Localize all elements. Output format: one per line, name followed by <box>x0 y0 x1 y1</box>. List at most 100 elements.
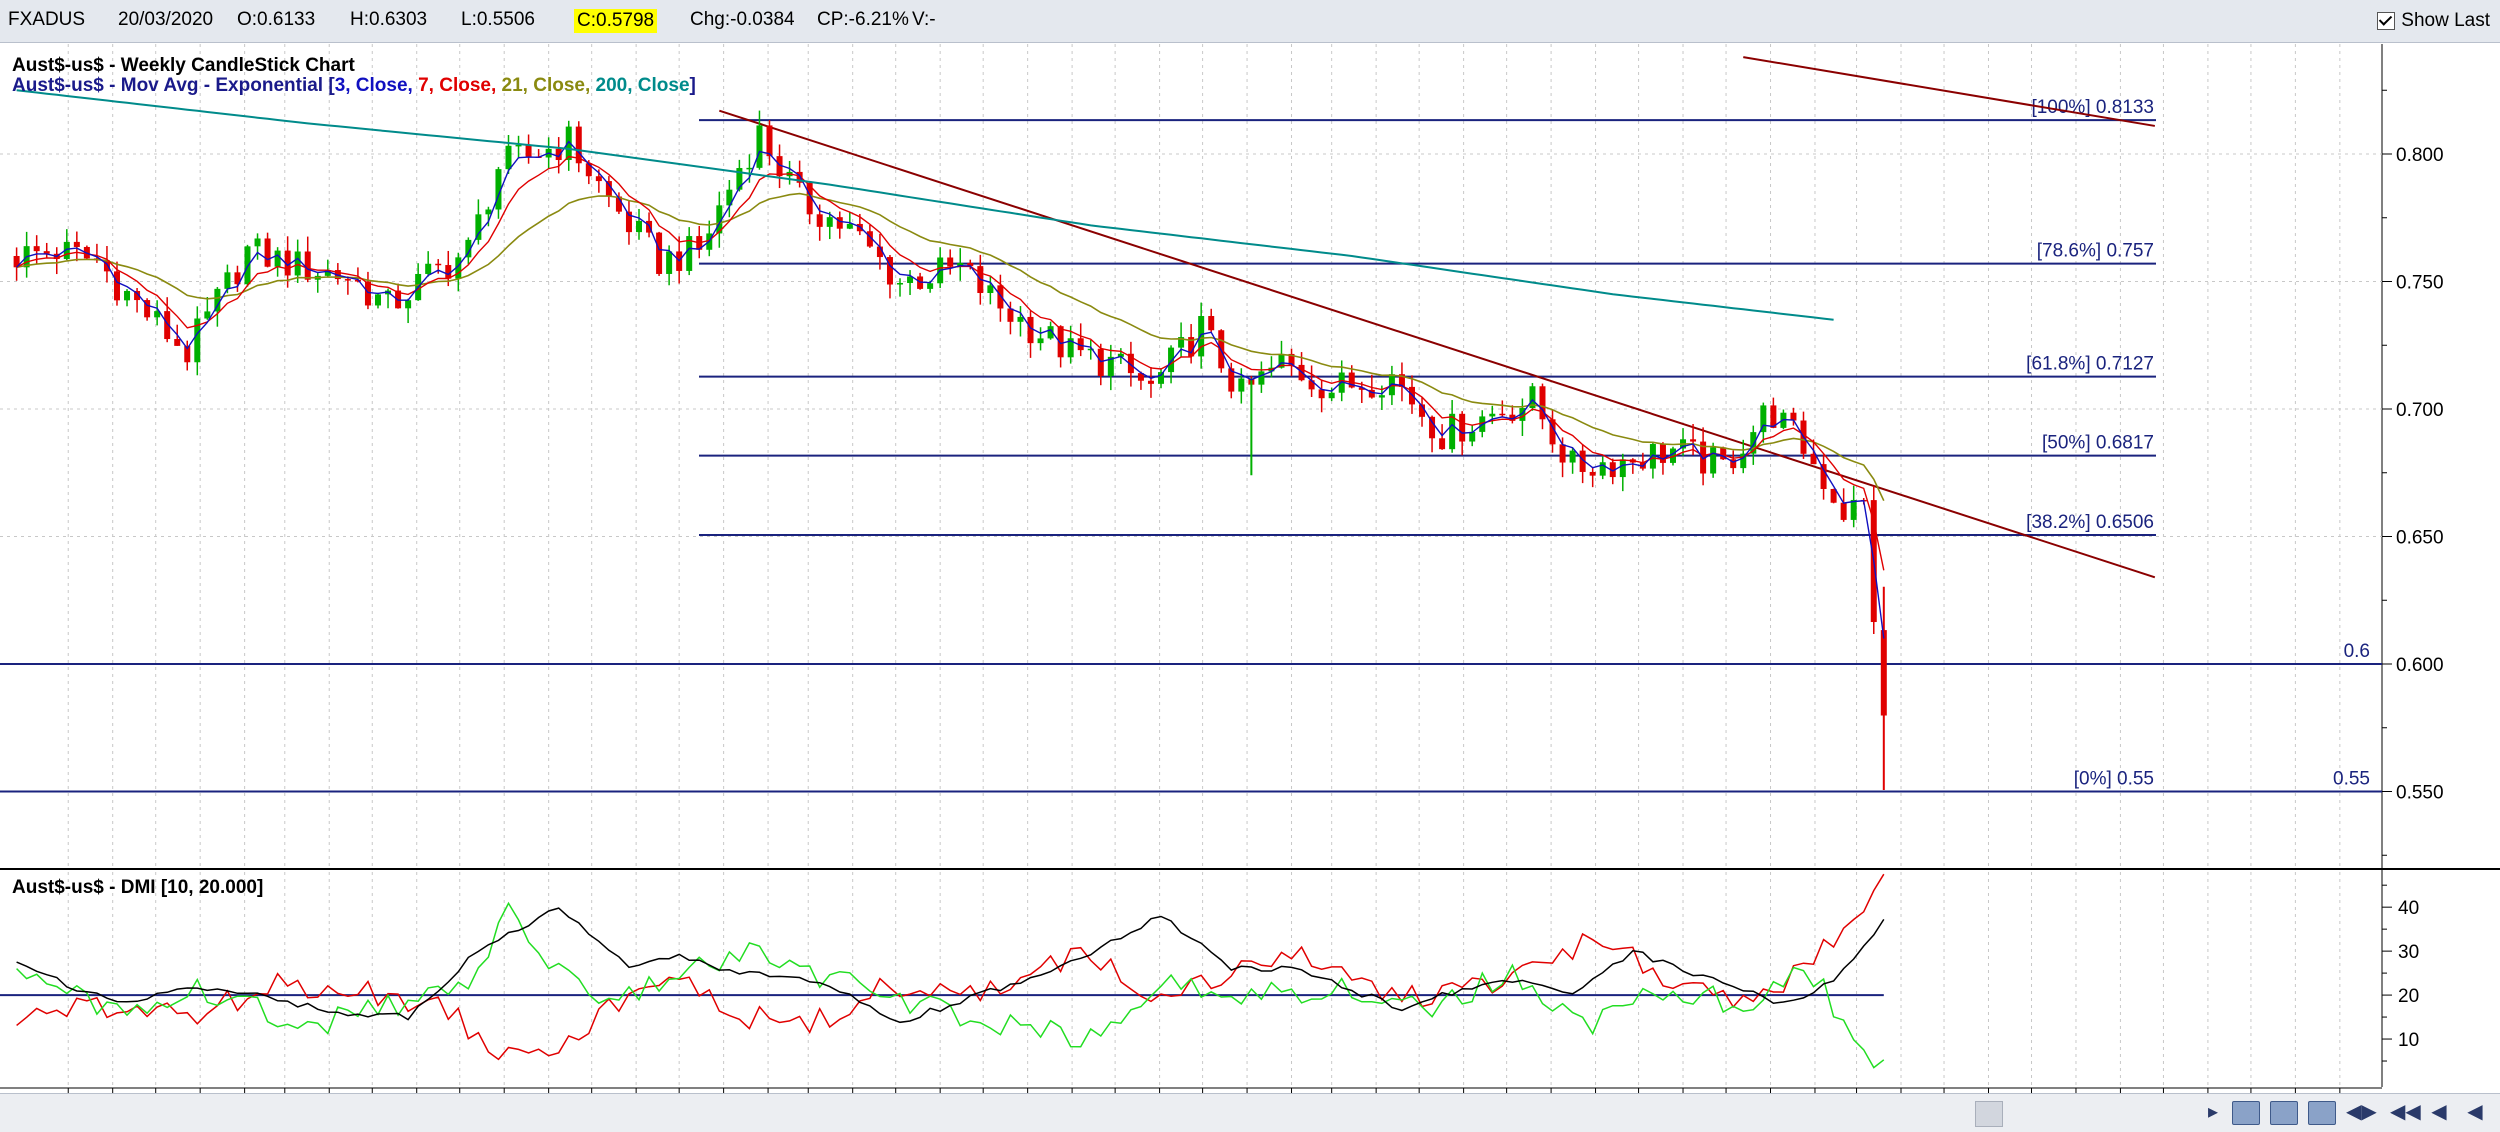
show-last-label: Show Last <box>2401 10 2490 31</box>
scroll-right-icon[interactable]: ▸ <box>2207 1101 2219 1123</box>
candle-down <box>1459 413 1466 442</box>
candle-down <box>1228 368 1235 392</box>
candle-up <box>1669 448 1676 463</box>
axes: OctNovDec17FebMarAprilMayJuneJulyAugSepO… <box>67 89 2444 1093</box>
candle-up <box>1037 338 1044 344</box>
candle-down <box>1288 353 1295 365</box>
candle-up <box>1328 392 1335 399</box>
ema-legend: Aust$-us$ - Mov Avg - Exponential [3, Cl… <box>12 75 696 96</box>
step-forward-icon[interactable]: ◀ <box>2467 1101 2483 1123</box>
quote-header: FXADUS 20/03/2020 O:0.6133 H:0.6303 L:0.… <box>0 0 2500 43</box>
candle-down <box>555 148 562 161</box>
candle-up <box>1740 453 1747 469</box>
price-panel <box>13 56 2156 790</box>
candle-up <box>1469 431 1476 442</box>
zoom-in-icon[interactable] <box>2232 1101 2260 1125</box>
candle-down <box>344 279 351 281</box>
candle-down <box>103 260 110 272</box>
fib-level-label: [38.2%] 0.6506 <box>2026 512 2154 533</box>
candle-up <box>204 311 211 319</box>
zoom-out-icon[interactable] <box>2270 1101 2298 1125</box>
candle-up <box>154 311 161 318</box>
high-label: H:0.6303 <box>350 9 428 30</box>
candle-down <box>73 241 80 247</box>
ema200-legend: 200, Close <box>596 75 690 96</box>
fib-level-label: [61.8%] 0.7127 <box>2026 354 2154 375</box>
show-last-checkbox[interactable] <box>2377 12 2396 30</box>
candle-up <box>244 246 251 285</box>
ema21-line <box>16 192 1885 502</box>
candle-down <box>585 163 592 177</box>
candle-up <box>1017 316 1024 322</box>
fast-rewind-icon[interactable]: ◀◀ <box>2390 1101 2421 1123</box>
horizontal-scrollbar-thumb[interactable] <box>1975 1101 2003 1127</box>
candle-up <box>224 272 231 289</box>
close-label: C:0.5798 <box>574 9 658 33</box>
candle-down <box>304 251 311 280</box>
candle-down <box>1077 338 1084 351</box>
candle-up <box>1750 432 1757 454</box>
candle-down <box>174 339 181 346</box>
candle-up <box>214 288 221 312</box>
support-level-label: 0.55 <box>2333 769 2370 790</box>
chart-area[interactable]: [100%] 0.8133 [78.6%] 0.757 [61.8%] 0.7127… <box>0 43 2500 1093</box>
candle-down <box>625 211 632 233</box>
candle-up <box>1649 444 1656 469</box>
y-axis-label: 0.700 <box>2396 400 2444 421</box>
first-page-icon[interactable]: ◀▶ <box>2346 1101 2377 1123</box>
candle-up <box>515 144 522 147</box>
candle-up <box>324 270 331 276</box>
candle-up <box>726 189 733 206</box>
candle-down <box>816 214 823 227</box>
candle-up <box>686 236 693 271</box>
candle-up <box>1067 338 1074 358</box>
candle-down <box>43 251 50 254</box>
candle-down <box>1308 380 1315 390</box>
candle-down <box>656 232 663 274</box>
ema7-legend: 7, Close, <box>418 75 501 96</box>
candle-down <box>1188 337 1195 357</box>
candle-down <box>1368 389 1375 398</box>
ema21-legend: 21, Close, <box>502 75 596 96</box>
step-back-icon[interactable]: ◀ <box>2431 1101 2447 1123</box>
candle-down <box>445 265 452 279</box>
candle-down <box>1348 372 1355 388</box>
ema3-line <box>16 140 1885 639</box>
candle-down <box>1027 316 1034 344</box>
candle-down <box>967 262 974 267</box>
candle-down <box>164 311 171 340</box>
y-axis-label: 0.650 <box>2396 528 2444 549</box>
candle-up <box>1198 316 1205 357</box>
candle-down <box>1549 419 1556 445</box>
candle-down <box>1770 405 1777 428</box>
volume-label: V:- <box>912 9 936 30</box>
candle-up <box>1047 326 1054 339</box>
candle-down <box>13 256 20 268</box>
candle-down <box>776 156 783 177</box>
candle-down <box>876 246 883 258</box>
show-last-toggle[interactable]: Show Last <box>2377 6 2490 36</box>
candle-up <box>294 251 301 276</box>
candle-up <box>1178 337 1185 348</box>
candle-down <box>1127 353 1134 374</box>
candle-down <box>1539 386 1546 420</box>
candle-down <box>184 345 191 363</box>
minus-di-line <box>16 901 1885 1069</box>
candle-down <box>1700 441 1707 474</box>
candle-down <box>1830 488 1837 503</box>
grid <box>0 44 2500 1089</box>
candle-up <box>425 263 432 274</box>
candle-up <box>194 318 201 363</box>
candle-up <box>1107 356 1114 376</box>
price-chart-title: Aust$-us$ - Weekly CandleStick Chart <box>12 55 355 76</box>
candle-up <box>124 290 131 301</box>
chart-settings-icon[interactable] <box>2308 1101 2336 1125</box>
candle-up <box>1378 395 1385 398</box>
candle-down <box>1007 308 1014 322</box>
candle-down <box>525 144 532 157</box>
dmi-y-axis-label: 20 <box>2398 986 2419 1007</box>
candle-down <box>113 271 120 301</box>
trendline <box>1743 56 2156 127</box>
candle-down <box>1690 439 1697 442</box>
candle-up <box>1710 447 1717 474</box>
